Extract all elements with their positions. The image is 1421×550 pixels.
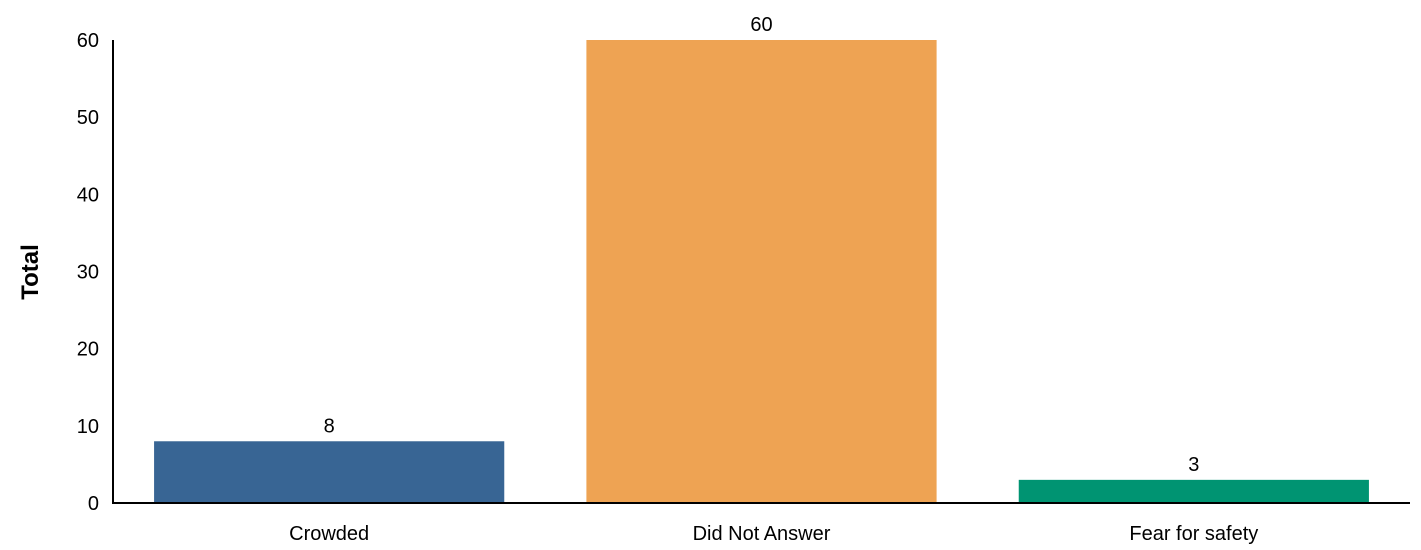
y-tick-label-20: 20 bbox=[77, 339, 99, 361]
y-tick-label-10: 10 bbox=[77, 416, 99, 438]
y-tick-label-50: 50 bbox=[77, 107, 99, 129]
data-label-crowded: 8 bbox=[324, 415, 335, 437]
x-tick-label-did-not-answer: Did Not Answer bbox=[693, 523, 831, 545]
x-tick-label-crowded: Crowded bbox=[289, 523, 369, 545]
bar-fear-for-safety bbox=[1018, 479, 1369, 503]
data-labels: 8 60 3 bbox=[324, 14, 1200, 476]
bar-did-not-answer bbox=[586, 40, 937, 503]
x-axis-ticks: Crowded Did Not Answer Fear for safety bbox=[289, 523, 1258, 545]
y-tick-label-0: 0 bbox=[88, 493, 99, 515]
data-label-fear-for-safety: 3 bbox=[1188, 454, 1199, 476]
bars bbox=[154, 40, 1369, 503]
y-axis-title-group: Total bbox=[17, 244, 44, 300]
x-tick-label-fear-for-safety: Fear for safety bbox=[1129, 523, 1258, 545]
bar-crowded bbox=[154, 441, 505, 503]
data-label-did-not-answer: 60 bbox=[750, 14, 772, 36]
y-axis-title: Total bbox=[17, 244, 44, 300]
y-tick-label-40: 40 bbox=[77, 184, 99, 206]
y-axis-ticks: 0 10 20 30 40 50 60 bbox=[77, 30, 99, 515]
y-tick-label-30: 30 bbox=[77, 262, 99, 284]
y-tick-label-60: 60 bbox=[77, 30, 99, 52]
